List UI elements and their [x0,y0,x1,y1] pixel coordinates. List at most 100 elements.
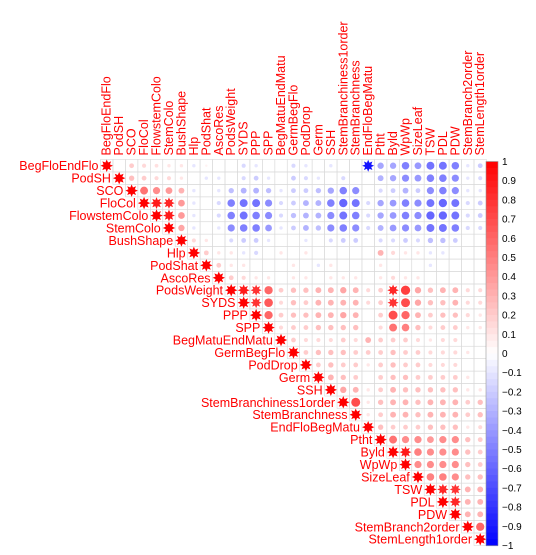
correlation-mark [378,312,384,318]
correlation-mark [150,209,163,222]
correlation-mark [212,271,225,284]
correlation-mark [340,337,346,343]
grid-cell [311,159,325,173]
correlation-mark [378,325,383,330]
legend-color-step [486,513,498,521]
correlation-mark [229,263,233,268]
correlation-mark [217,188,221,193]
correlation-mark [316,176,321,180]
correlation-mark [228,187,234,194]
grid-cell [473,358,487,372]
correlation-mark [416,251,420,255]
row-label: PodsWeight [156,284,224,298]
legend-color-step [486,430,498,438]
correlation-mark [439,460,447,469]
correlation-mark [225,284,238,297]
column-label: BegMatuEndMatu [274,55,288,155]
correlation-mark [192,164,196,168]
grid-cell [461,358,475,372]
correlation-mark [315,200,322,207]
column-label: FlowstemColo [150,76,164,155]
correlation-mark [329,263,333,268]
correlation-mark [166,176,172,181]
legend-color-step [486,379,498,387]
correlation-mark [352,312,359,319]
correlation-mark [426,199,435,208]
legend-tick-label: 0.7 [502,215,516,226]
correlation-mark [291,200,296,206]
correlation-mark [477,474,483,480]
correlation-mark [315,225,322,231]
correlation-mark [403,276,408,280]
correlation-mark [465,213,470,218]
correlation-mark [327,312,334,319]
correlation-mark [315,299,322,306]
grid-cell [473,345,487,359]
row-label: StemBranch2order [355,520,460,534]
legend-color-step [486,494,498,502]
legend-color-step [486,199,498,207]
correlation-mark [378,362,384,368]
correlation-mark [351,211,360,220]
grid-cell [473,233,487,247]
correlation-mark [464,511,471,518]
grid-cell [473,258,487,272]
correlation-mark [414,287,422,294]
legend-color-step [486,193,498,201]
correlation-mark [451,448,459,456]
correlation-mark [402,399,409,406]
correlation-mark [353,350,359,355]
row-label: SSH [297,383,323,397]
correlation-mark [178,199,185,207]
grid-cell [262,258,276,272]
correlation-mark [465,436,471,443]
correlation-mark [304,276,308,280]
legend-color-step [486,462,498,470]
correlation-mark [453,337,458,343]
correlation-mark [264,286,273,295]
correlation-mark [302,212,309,219]
correlation-mark [478,288,483,293]
correlation-mark [477,163,483,169]
grid-cell [461,246,475,260]
grid-cell [199,196,213,210]
correlation-mark [466,325,470,330]
correlation-mark [241,176,246,181]
legend-color-step [486,359,498,367]
correlation-mark [476,522,485,531]
correlation-mark [377,212,384,219]
correlation-mark [278,201,284,206]
grid-cell [361,246,375,260]
legend-tick-label: −1 [502,541,514,550]
correlation-mark [265,187,272,194]
correlation-mark [312,371,325,384]
correlation-mark [391,275,396,280]
correlation-mark [378,337,384,343]
legend-color-step [486,468,498,476]
legend-color-step [486,372,498,380]
grid-cell [448,246,462,260]
correlation-mark [179,164,184,168]
correlation-mark [465,474,471,480]
correlation-mark [315,187,322,194]
correlation-mark [217,176,221,180]
correlation-mark [366,288,371,293]
row-label: PDW [418,508,447,522]
correlation-mark [451,473,459,481]
correlation-mark [365,337,372,343]
correlation-mark [378,276,383,280]
correlation-mark [327,224,335,232]
legend-tick-label: −0.4 [502,426,522,437]
correlation-mark [387,297,399,309]
correlation-mark [253,238,259,243]
correlation-mark [415,324,421,331]
correlation-mark [216,262,222,268]
correlation-mark [426,174,435,182]
row-label: TSW [394,483,422,497]
correlation-mark [440,362,445,367]
legend-color-step [486,174,498,182]
grid-cell [286,233,300,247]
legend-color-step [486,449,498,457]
correlation-mark [400,285,411,295]
correlation-mark [228,275,234,281]
